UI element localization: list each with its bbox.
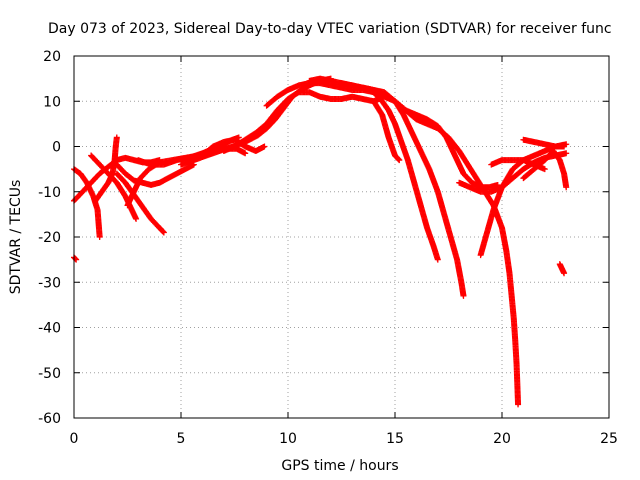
- y-tick-label: 20: [43, 49, 61, 65]
- data-point: [395, 156, 402, 163]
- data-point: [133, 215, 140, 222]
- data-point: [72, 255, 79, 262]
- x-tick-label: 25: [600, 431, 618, 447]
- x-axis-label: GPS time / hours: [281, 458, 398, 474]
- grid-lines: [74, 56, 609, 418]
- data-point: [160, 228, 167, 235]
- data-point: [541, 166, 548, 173]
- series-arc-t: [520, 148, 570, 191]
- x-tick-label: 15: [386, 431, 404, 447]
- series-arc-a: [71, 154, 163, 204]
- y-tick-label: -50: [38, 366, 61, 382]
- data-point: [242, 150, 249, 157]
- y-tick-label: 0: [52, 140, 61, 156]
- data-point: [515, 401, 522, 408]
- data-point: [561, 270, 568, 277]
- y-tick-label: -30: [38, 275, 61, 291]
- series-arc-h: [124, 145, 249, 209]
- x-tick-label: 10: [279, 431, 297, 447]
- data-point: [160, 229, 167, 236]
- series-arc-b: [71, 166, 103, 240]
- y-tick-label: -20: [38, 230, 61, 246]
- series-arc-q: [456, 150, 570, 195]
- data-point: [96, 234, 103, 240]
- series-arc-p: [370, 93, 522, 408]
- data-point: [460, 292, 467, 299]
- series-arc-s: [488, 157, 548, 173]
- series-arc-c: [71, 254, 80, 263]
- x-tick-label: 0: [70, 431, 79, 447]
- data-point: [396, 157, 403, 164]
- data-point: [563, 184, 570, 191]
- y-tick-label: -40: [38, 321, 61, 337]
- data-point: [563, 150, 570, 157]
- chart-title: Day 073 of 2023, Sidereal Day-to-day VTE…: [48, 21, 612, 37]
- data-point: [261, 143, 268, 150]
- series-arc-v: [556, 261, 568, 277]
- series-arc-n: [306, 75, 467, 299]
- series-arc-m: [263, 80, 441, 263]
- y-tick-label: -60: [38, 411, 61, 427]
- x-tick-label: 5: [177, 431, 186, 447]
- y-tick-label: -10: [38, 185, 61, 201]
- series-arc-f: [113, 170, 167, 236]
- data-series: [71, 75, 570, 408]
- y-axis-label: SDTVAR / TECUs: [8, 180, 24, 295]
- data-point: [561, 143, 568, 150]
- y-axis-ticks: -60 -50 -40 -30 -20 -10 0 10 20: [38, 49, 609, 427]
- series-arc-r: [477, 141, 570, 259]
- x-axis-ticks: 0 5 10 15 20 25: [70, 56, 618, 447]
- y-tick-label: 10: [43, 94, 61, 110]
- series-arc-g: [113, 161, 197, 188]
- data-point: [434, 256, 441, 263]
- series-arc-e: [88, 152, 140, 222]
- data-point: [113, 134, 120, 141]
- series-arc-l: [220, 89, 403, 164]
- x-tick-label: 20: [493, 431, 511, 447]
- series-arc-u: [520, 136, 568, 150]
